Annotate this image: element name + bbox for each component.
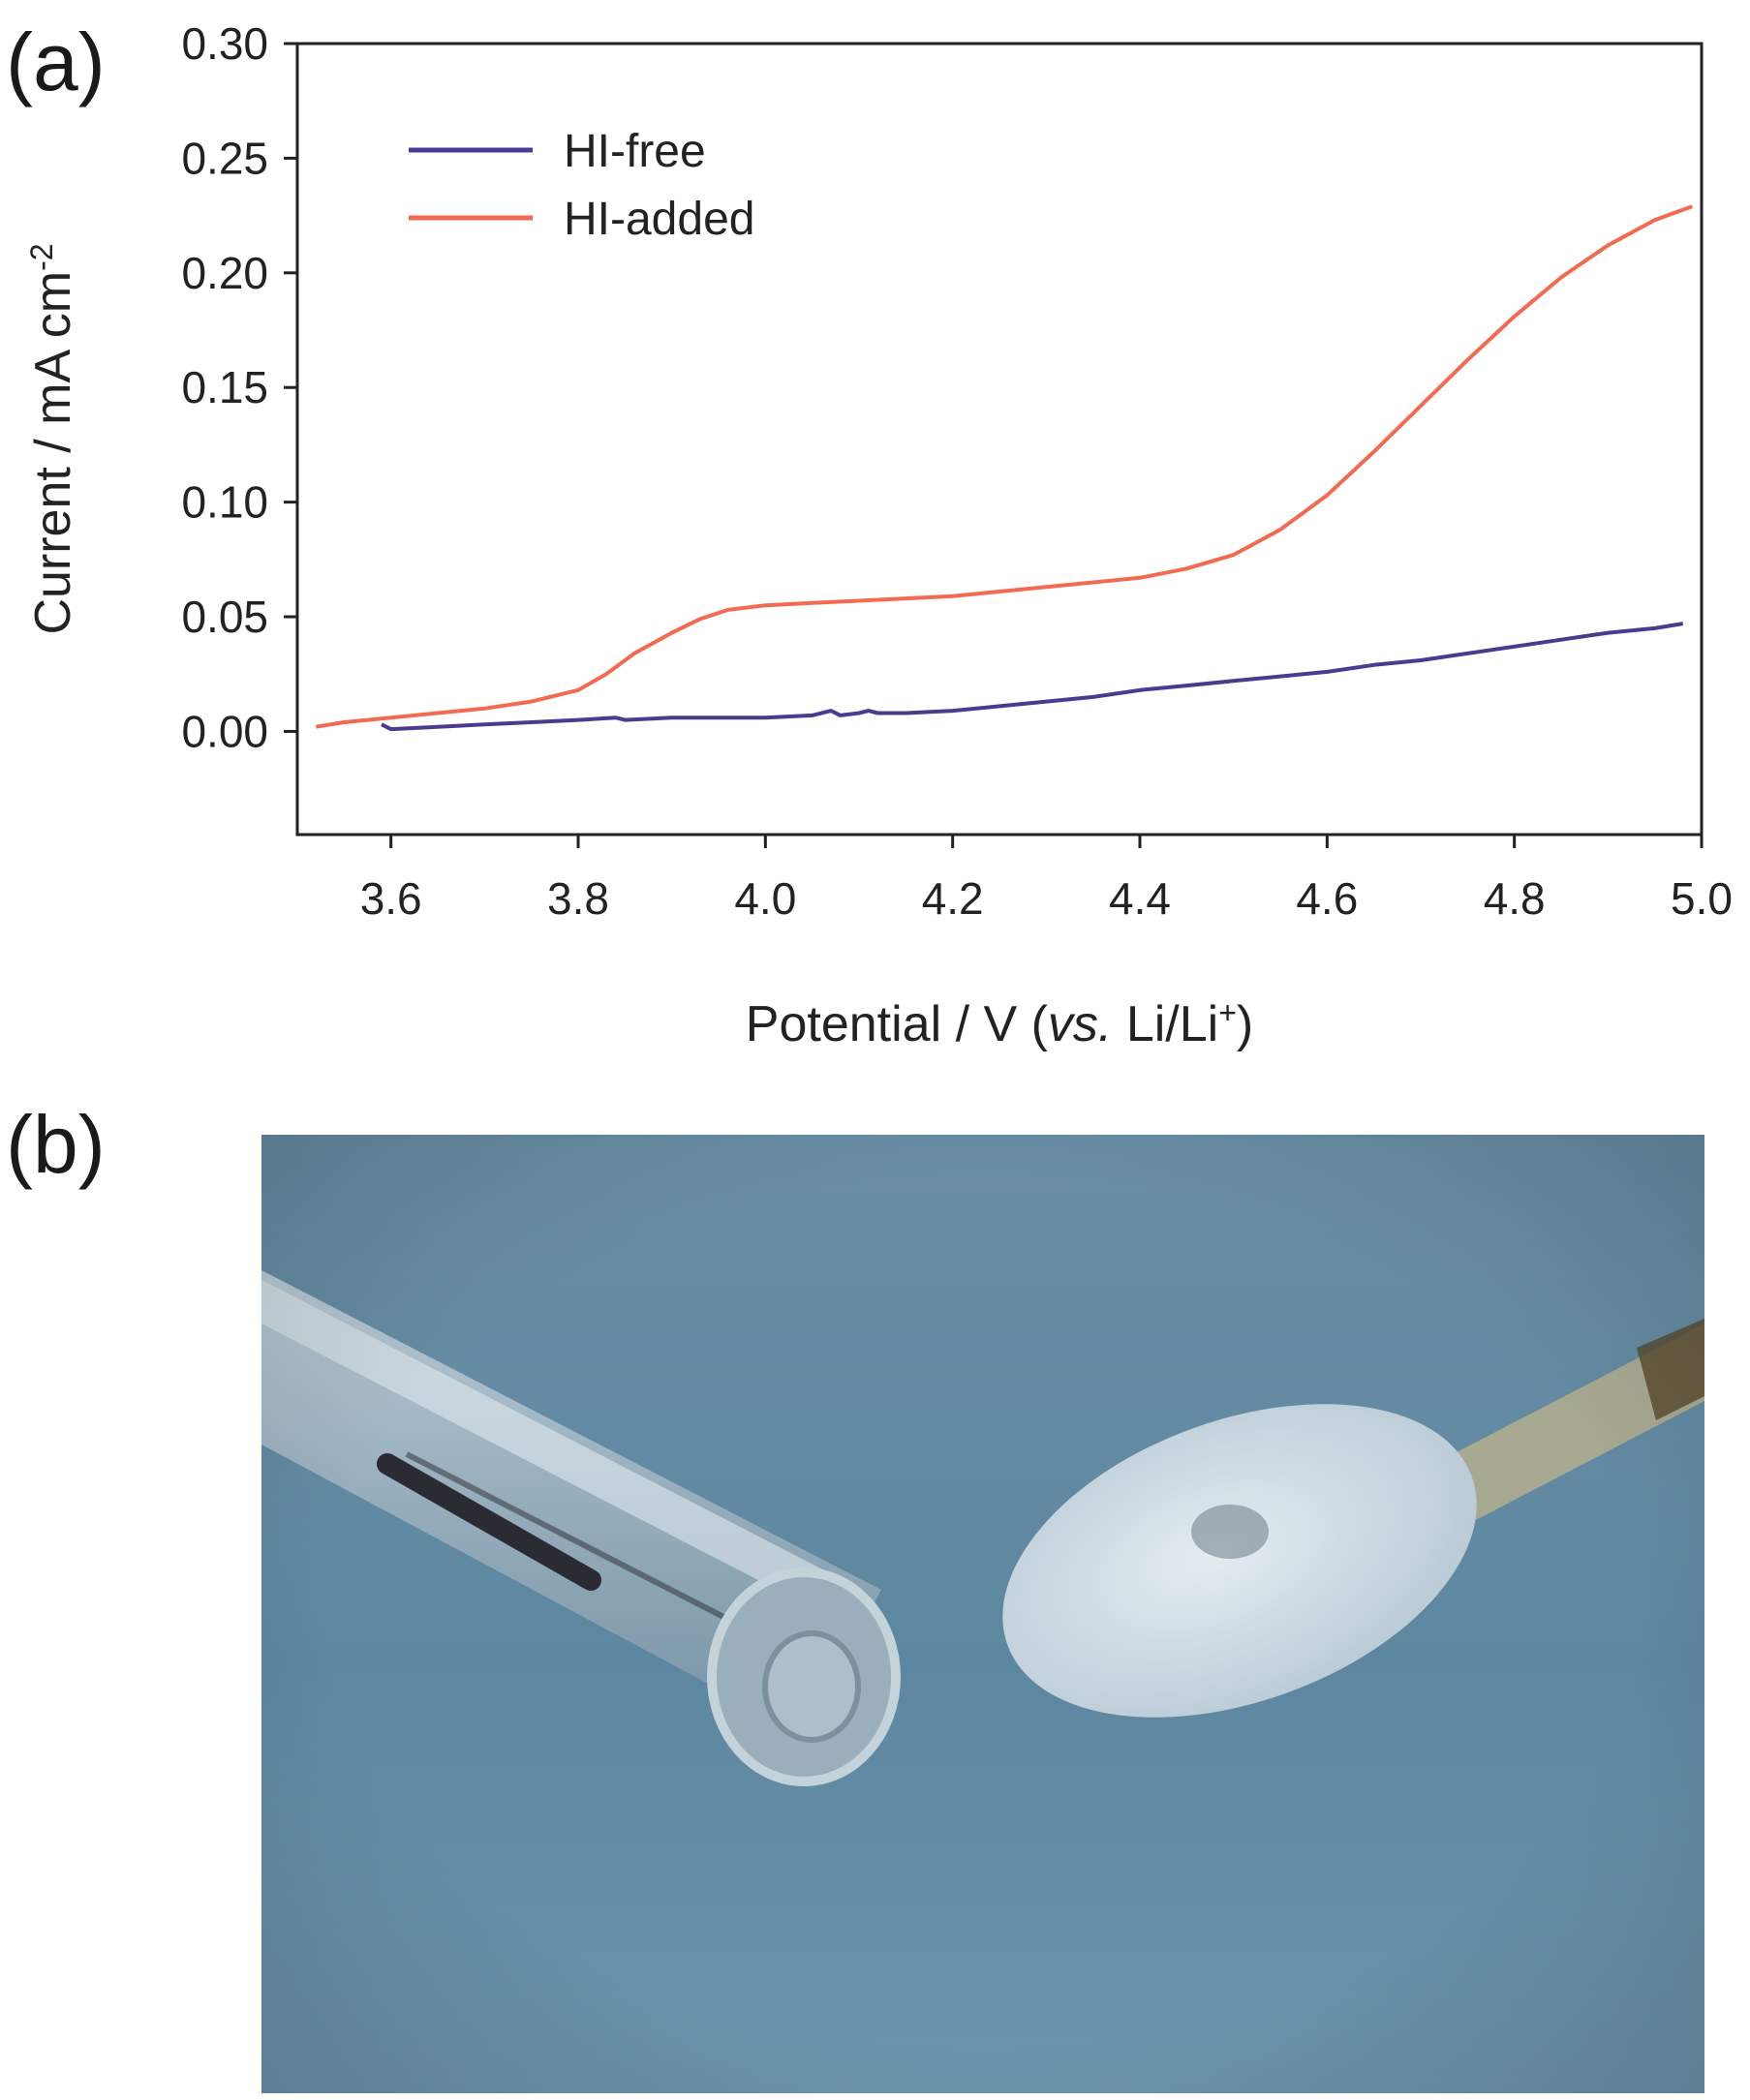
series-lines — [315, 204, 1693, 732]
plot-area-border — [295, 42, 1704, 837]
y-tick-label: 0.25 — [181, 133, 268, 183]
x-tick-label: 4.0 — [734, 873, 796, 924]
y-tick-label: 0.20 — [181, 248, 268, 298]
x-tick-label: 4.8 — [1484, 873, 1546, 924]
x-tick-label: 3.6 — [360, 873, 422, 924]
plot-frame — [295, 42, 1704, 837]
legend: HI-free HI-added — [409, 126, 754, 245]
photo-drawing — [261, 1135, 1704, 2093]
y-tick-label: 0.10 — [181, 477, 268, 528]
photo-electrode-and-swab — [261, 1135, 1704, 2093]
y-tick-label: 0.30 — [181, 18, 268, 69]
panel-a-label: (a) — [6, 16, 106, 107]
y-axis: 0.00 0.05 0.10 0.15 0.20 0.25 0.30 — [181, 18, 297, 756]
x-tick-label: 5.0 — [1671, 873, 1733, 924]
x-axis: 3.6 3.8 4.0 4.2 4.4 4.6 4.8 5.0 — [360, 835, 1733, 924]
series-line-0 — [381, 622, 1684, 732]
x-tick-label: 3.8 — [547, 873, 609, 924]
x-axis-title: Potential / V (vs. Li/Li+) — [746, 995, 1253, 1052]
x-tick-label: 4.4 — [1109, 873, 1171, 924]
legend-label-0: HI-free — [564, 126, 706, 177]
y-tick-label: 0.15 — [181, 362, 268, 412]
panel-b-label: (b) — [6, 1099, 106, 1190]
x-tick-label: 4.2 — [922, 873, 984, 924]
legend-label-1: HI-added — [564, 194, 754, 245]
x-tick-label: 4.6 — [1296, 873, 1358, 924]
chart: 3.6 3.8 4.0 4.2 4.4 4.6 4.8 5.0 0.00 0.05 0.10 0.1… — [24, 18, 1733, 1052]
series-line-1 — [315, 204, 1693, 729]
y-tick-label: 0.05 — [181, 592, 268, 642]
y-axis-title: Current / mA cm-2 — [24, 243, 81, 634]
y-tick-label: 0.00 — [181, 706, 268, 756]
